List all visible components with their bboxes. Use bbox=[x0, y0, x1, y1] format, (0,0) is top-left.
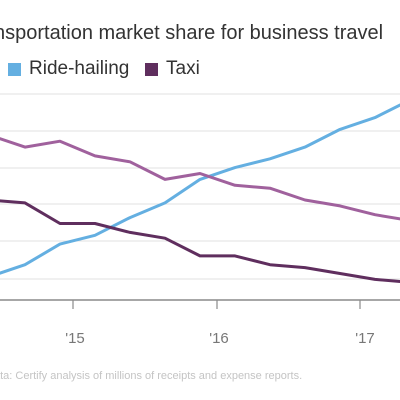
source-note: ata: Certify analysis of millions of rec… bbox=[0, 370, 303, 382]
series-line-series-2 bbox=[0, 137, 400, 221]
series-line-ride-hailing bbox=[0, 103, 400, 275]
x-tick-label: '15 bbox=[65, 330, 85, 347]
legend-swatch-taxi bbox=[145, 62, 158, 76]
x-tick-label: '16 bbox=[209, 330, 229, 347]
legend-item-taxi: Taxi bbox=[145, 58, 200, 80]
legend-item-ride-hailing: Ride-hailing bbox=[8, 58, 129, 80]
legend-label-ride-hailing: Ride-hailing bbox=[29, 58, 130, 79]
legend-label-taxi: Taxi bbox=[166, 58, 200, 79]
legend-swatch-ride-hailing bbox=[8, 62, 21, 76]
series-line-taxi bbox=[0, 199, 400, 284]
x-tick-label: '17 bbox=[355, 330, 375, 347]
chart-title: nsportation market share for business tr… bbox=[0, 22, 384, 44]
